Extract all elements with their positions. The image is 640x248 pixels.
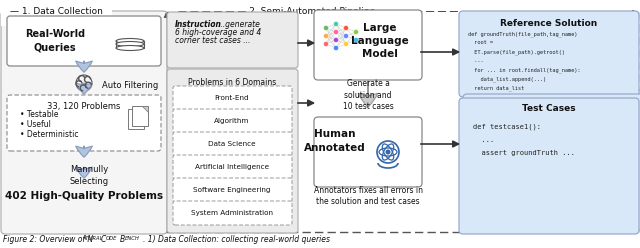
Circle shape (323, 33, 328, 38)
Circle shape (323, 26, 328, 31)
Text: ...: ... (473, 137, 494, 143)
Text: — — — — — — 2. Semi-Automated Pipeline — — — — — — — — — — — —: — — — — — — 2. Semi-Automated Pipeline —… (178, 7, 518, 17)
Text: System Administration: System Administration (191, 210, 273, 216)
FancyBboxPatch shape (173, 178, 292, 202)
Text: Figure 2: Overview of N: Figure 2: Overview of N (3, 235, 93, 244)
Bar (116, 41, 144, 48)
FancyBboxPatch shape (167, 69, 298, 233)
Text: data_list.append(...): data_list.append(...) (468, 76, 546, 82)
Text: ET.parse(file_path).getroot(): ET.parse(file_path).getroot() (468, 49, 565, 55)
Text: ATURAL: ATURAL (82, 237, 102, 242)
Text: Generate a
solution and
10 test cases: Generate a solution and 10 test cases (342, 79, 394, 111)
Text: : ...generate: : ...generate (213, 20, 260, 29)
FancyBboxPatch shape (173, 132, 292, 156)
FancyBboxPatch shape (7, 16, 161, 66)
Text: def groundTruth(file_path,tag_name): def groundTruth(file_path,tag_name) (468, 31, 577, 37)
Text: for ... in root.findall(tag_name):: for ... in root.findall(tag_name): (468, 67, 580, 73)
FancyBboxPatch shape (467, 90, 640, 226)
FancyBboxPatch shape (459, 98, 639, 234)
Text: Auto Filtering: Auto Filtering (102, 82, 158, 91)
FancyBboxPatch shape (173, 201, 292, 225)
Circle shape (333, 37, 339, 42)
Text: Real-World
Queries: Real-World Queries (25, 30, 85, 53)
Circle shape (344, 26, 349, 31)
FancyBboxPatch shape (7, 95, 161, 151)
FancyBboxPatch shape (132, 106, 148, 126)
FancyBboxPatch shape (1, 11, 167, 234)
Text: Problems in 6 Domains: Problems in 6 Domains (188, 78, 276, 87)
Text: ODE: ODE (106, 237, 118, 242)
Circle shape (385, 150, 390, 155)
Circle shape (333, 45, 339, 51)
Polygon shape (142, 106, 148, 112)
Text: — 1. Data Collection: — 1. Data Collection (10, 7, 103, 17)
FancyBboxPatch shape (314, 10, 422, 80)
Text: Front-End: Front-End (214, 95, 250, 101)
Text: assert groundTruth ...: assert groundTruth ... (473, 150, 575, 156)
Text: corner test cases ...: corner test cases ... (175, 36, 250, 45)
Text: Test Cases: Test Cases (522, 104, 576, 113)
FancyBboxPatch shape (128, 109, 144, 129)
Ellipse shape (116, 41, 144, 47)
Text: • Useful: • Useful (20, 120, 51, 129)
Text: . 1) Data Collection: collecting real-world queries: . 1) Data Collection: collecting real-wo… (143, 235, 330, 244)
Text: C: C (101, 235, 106, 244)
Text: ENCH: ENCH (125, 237, 140, 242)
Text: Algorithm: Algorithm (214, 118, 250, 124)
Text: 402 High-Quality Problems: 402 High-Quality Problems (5, 191, 163, 201)
Text: def testcase1():: def testcase1(): (473, 124, 541, 130)
Circle shape (344, 33, 349, 38)
Text: • Testable: • Testable (20, 110, 58, 119)
Text: root =: root = (468, 40, 493, 45)
Text: Reference Solution: Reference Solution (500, 19, 598, 28)
Circle shape (333, 30, 339, 34)
Text: • Deterministic: • Deterministic (20, 130, 79, 139)
Text: Large
Language
Model: Large Language Model (351, 23, 409, 59)
FancyBboxPatch shape (463, 94, 640, 230)
Ellipse shape (116, 45, 144, 51)
Text: 6 high-coverage and 4: 6 high-coverage and 4 (175, 28, 261, 37)
Circle shape (353, 30, 358, 34)
FancyBboxPatch shape (173, 109, 292, 133)
Circle shape (323, 41, 328, 47)
Text: Mannully
Selecting: Mannully Selecting (69, 165, 109, 186)
FancyBboxPatch shape (314, 117, 422, 187)
Text: Artificial Intelligence: Artificial Intelligence (195, 164, 269, 170)
Text: Instruction: Instruction (175, 20, 222, 29)
Circle shape (344, 41, 349, 47)
Text: Human
Annotated: Human Annotated (304, 129, 366, 153)
FancyBboxPatch shape (167, 12, 298, 68)
Text: return data_list: return data_list (468, 85, 524, 91)
Circle shape (353, 37, 358, 42)
Ellipse shape (116, 38, 144, 43)
Text: ...: ... (468, 58, 484, 63)
Text: Data Science: Data Science (208, 141, 256, 147)
FancyBboxPatch shape (459, 11, 639, 97)
Text: Annotators fixes all errors in
the solution and test cases: Annotators fixes all errors in the solut… (314, 186, 422, 206)
Text: 33, 120 Problems: 33, 120 Problems (47, 102, 121, 111)
Text: Software Engineering: Software Engineering (193, 187, 271, 193)
Text: B: B (120, 235, 125, 244)
Circle shape (333, 22, 339, 27)
FancyBboxPatch shape (173, 155, 292, 179)
FancyBboxPatch shape (173, 86, 292, 110)
